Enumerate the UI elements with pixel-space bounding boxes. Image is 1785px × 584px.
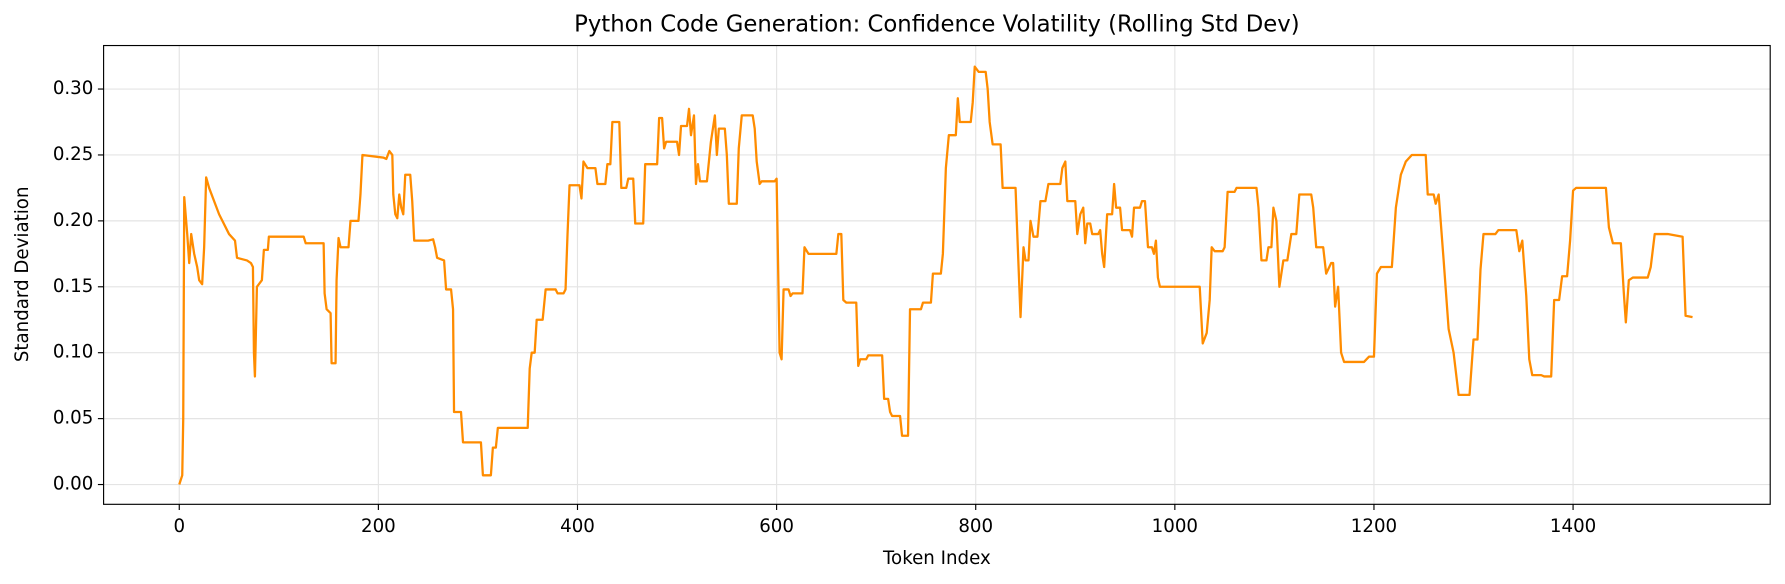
y-tick-label: 0.15 — [53, 276, 94, 297]
y-tick-label: 0.05 — [53, 408, 94, 429]
x-tick-label: 600 — [759, 516, 794, 537]
x-tick-label: 1000 — [1152, 516, 1198, 537]
x-tick-label: 800 — [958, 516, 993, 537]
chart-title: Python Code Generation: Confidence Volat… — [574, 12, 1300, 38]
x-tick-label: 1400 — [1550, 516, 1596, 537]
x-tick-label: 400 — [560, 516, 595, 537]
y-axis-label: Standard Deviation — [12, 187, 33, 363]
x-tick-label: 1200 — [1351, 516, 1397, 537]
y-tick-label: 0.30 — [53, 78, 94, 99]
y-tick-label: 0.20 — [53, 210, 94, 231]
x-axis-label: Token Index — [882, 548, 991, 569]
data-line — [178, 65, 1693, 485]
plot-frame — [103, 44, 1771, 505]
y-tick-label: 0.10 — [53, 342, 94, 363]
y-tick-label: 0.00 — [53, 474, 94, 495]
x-tick-label: 200 — [361, 516, 396, 537]
x-tick-label: 0 — [173, 516, 185, 537]
y-tick-label: 0.25 — [53, 144, 94, 165]
